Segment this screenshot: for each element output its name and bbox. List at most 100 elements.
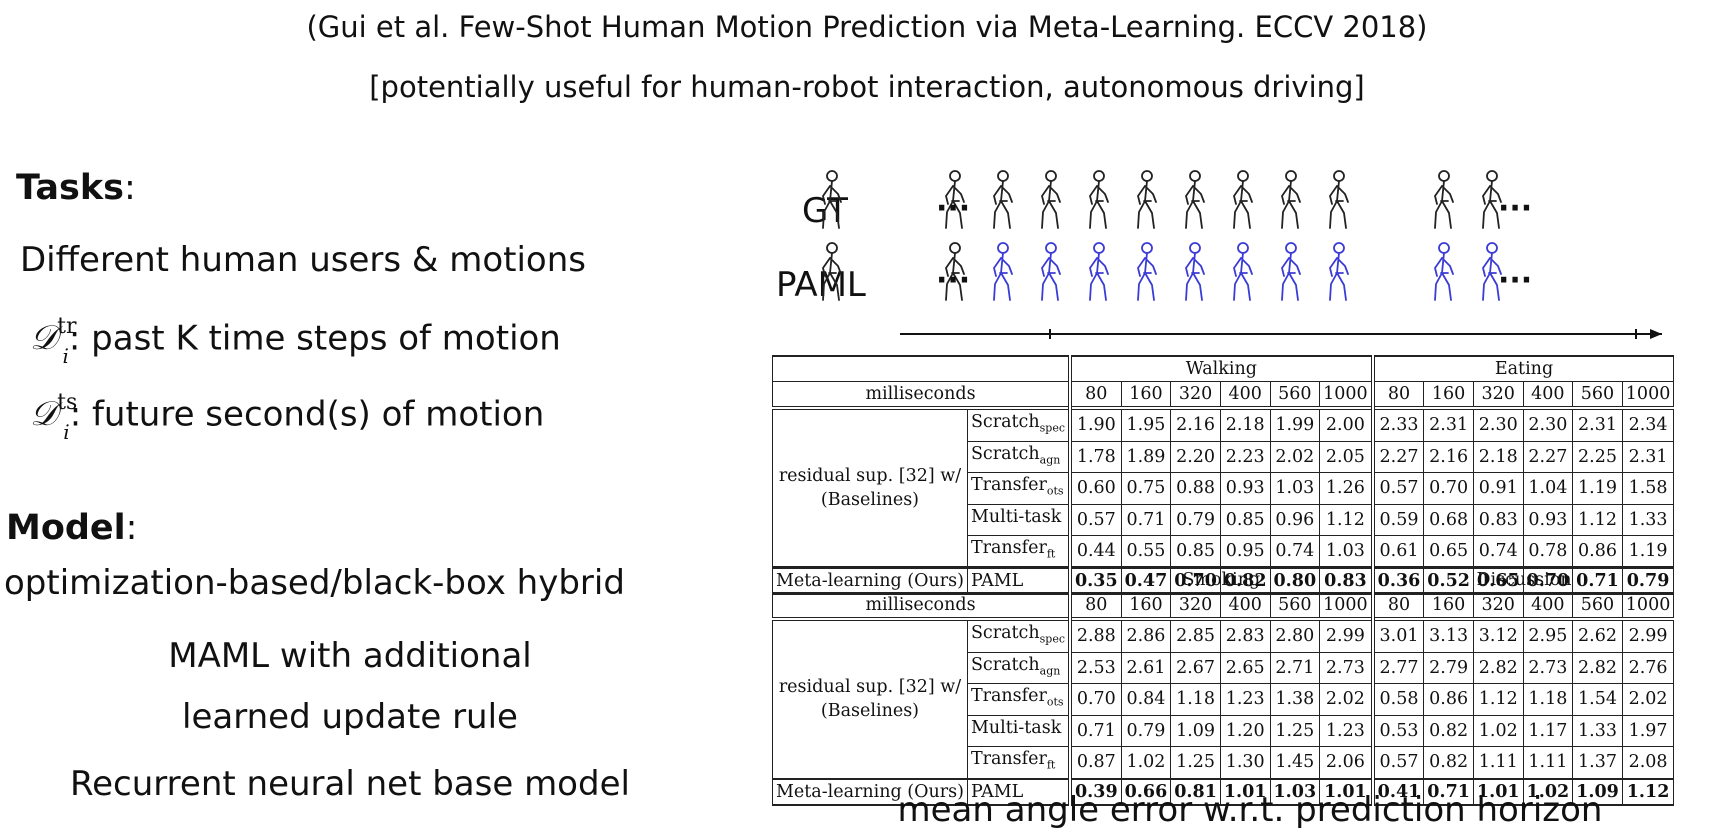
method-subscript: spec — [1039, 421, 1065, 435]
value-cell: 1.33 — [1572, 714, 1623, 747]
value-cell: 3.01 — [1372, 617, 1425, 653]
ours-value-cell: 1.02 — [1522, 777, 1574, 806]
gt-skeleton — [1329, 170, 1349, 229]
gt-skeleton — [1041, 170, 1061, 229]
value-cell: 2.00 — [1319, 406, 1375, 442]
table-horizon-row: milliseconds 80 160 320 400 560 1000 80 … — [772, 592, 1675, 620]
value-cell: 2.82 — [1472, 651, 1524, 684]
value-cell: 1.19 — [1572, 472, 1623, 505]
value-cell: 0.78 — [1522, 535, 1574, 568]
table-caption: mean angle error w.r.t. prediction horiz… — [897, 790, 1603, 830]
method-name: Transfer — [970, 686, 1047, 706]
gt-skeleton — [1434, 170, 1454, 229]
paml-skeleton — [1329, 242, 1349, 301]
value-cell: 2.31 — [1572, 406, 1623, 442]
method-name: Scratch — [970, 443, 1040, 464]
value-cell: 0.53 — [1372, 714, 1425, 747]
table-row: Transferots 0.70 0.84 1.18 1.23 1.38 2.02 0.58 0… — [773, 683, 1675, 716]
ours-value-cell: 1.01 — [1319, 777, 1375, 806]
horizon-cell: 1000 — [1319, 381, 1375, 409]
method-name: Multi-task — [970, 506, 1062, 527]
paml-ellipsis-2: ··· — [1498, 263, 1532, 298]
value-cell: 0.85 — [1219, 503, 1271, 536]
method-cell: Transferots — [966, 472, 1072, 505]
horizon-cell: 560 — [1572, 381, 1623, 409]
method-name: Transfer — [970, 538, 1047, 558]
dts-sup: ts — [57, 390, 78, 415]
dts-sub: i — [63, 420, 70, 445]
value-cell: 2.71 — [1269, 651, 1321, 684]
gt-ellipsis-2: ··· — [1498, 191, 1532, 226]
value-cell: 2.85 — [1170, 617, 1221, 653]
method-cell: Transferots — [966, 683, 1072, 716]
value-cell: 3.12 — [1472, 617, 1524, 653]
value-cell: 1.25 — [1269, 714, 1321, 747]
method-cell: Transferft — [966, 535, 1072, 568]
group-header: Walking — [1069, 355, 1375, 382]
horizon-cell: 560 — [1269, 592, 1321, 620]
value-cell: 1.54 — [1572, 683, 1623, 716]
horizon-cell: 160 — [1120, 381, 1172, 409]
model-heading-text: Model — [6, 508, 126, 548]
value-cell: 1.02 — [1472, 714, 1524, 747]
method-cell: Scratchspec — [966, 406, 1072, 442]
horizon-cell: 400 — [1522, 592, 1574, 620]
value-cell: 1.25 — [1170, 746, 1221, 779]
value-cell: 1.38 — [1269, 683, 1321, 716]
method-subscript: ots — [1046, 484, 1064, 498]
value-cell: 2.61 — [1120, 651, 1172, 684]
ours-row: Meta-learning (Ours) PAML 0.39 0.66 0.81 1.01… — [772, 777, 1675, 806]
citation: (Gui et al. Few-Shot Human Motion Predic… — [306, 10, 1428, 44]
tasks-heading: Tasks: — [16, 168, 136, 208]
value-cell: 2.25 — [1572, 440, 1623, 473]
baseline-label-line-2: (Baselines) — [820, 701, 920, 722]
method-cell: Scratchspec — [966, 617, 1072, 653]
horizon-cell: 560 — [1269, 381, 1321, 409]
value-cell: 0.85 — [1170, 535, 1221, 568]
paml-skeleton — [1281, 242, 1301, 301]
value-cell: 2.16 — [1423, 440, 1474, 473]
group-header: Eating — [1372, 355, 1675, 382]
value-cell: 2.31 — [1423, 406, 1474, 442]
table-row: Scratchagn 2.53 2.61 2.67 2.65 2.71 2.73 2.77 2.… — [773, 651, 1675, 684]
dts-symbol: 𝒟ts i — [30, 390, 77, 444]
value-cell: 1.37 — [1572, 746, 1623, 779]
value-cell: 2.05 — [1319, 440, 1375, 473]
value-cell: 2.02 — [1319, 683, 1375, 716]
gt-skeleton — [1233, 170, 1253, 229]
table-row: Transferft 0.44 0.55 0.85 0.95 0.74 1.03 0.61 0.… — [773, 535, 1675, 568]
subtitle: [potentially useful for human-robot inte… — [369, 70, 1365, 104]
paml-skeleton — [1185, 242, 1205, 301]
value-cell: 2.16 — [1170, 406, 1221, 442]
ours-value-cell: 0.41 — [1372, 777, 1425, 806]
method-subscript: agn — [1039, 664, 1061, 677]
value-cell: 2.18 — [1472, 440, 1524, 473]
value-cell: 1.19 — [1621, 535, 1675, 568]
value-cell: 2.65 — [1219, 651, 1271, 684]
value-cell: 2.79 — [1423, 651, 1474, 684]
value-cell: 1.02 — [1120, 746, 1172, 779]
value-cell: 2.73 — [1522, 651, 1574, 684]
dts-line: 𝒟ts i: future second(s) of motion — [30, 390, 544, 444]
table-row: Multi-task 0.71 0.79 1.09 1.20 1.25 1.23 0.53 0.… — [773, 714, 1675, 747]
value-cell: 0.71 — [1120, 503, 1172, 536]
dtr-sup: tr — [57, 314, 77, 339]
ours-value-cell: 1.01 — [1219, 777, 1271, 806]
ours-value-cell: 1.03 — [1269, 777, 1321, 806]
value-cell: 1.04 — [1522, 472, 1574, 505]
value-cell: 1.18 — [1170, 683, 1221, 716]
value-cell: 2.82 — [1572, 651, 1623, 684]
value-cell: 1.58 — [1621, 472, 1675, 505]
paml-skeleton — [1233, 242, 1253, 301]
value-cell: 1.90 — [1069, 406, 1122, 442]
value-cell: 1.03 — [1319, 535, 1375, 568]
value-cell: 1.12 — [1472, 683, 1524, 716]
ours-value-cell: 0.66 — [1120, 777, 1172, 806]
value-cell: 2.20 — [1170, 440, 1221, 473]
table-body: residual sup. [32] w/(Baselines) Scratchs… — [772, 617, 1675, 806]
value-cell: 0.65 — [1423, 535, 1474, 568]
method-name: Transfer — [970, 749, 1047, 769]
time-axis-arrowhead — [1650, 329, 1662, 339]
paml-skeleton — [1041, 242, 1061, 301]
tasks-heading-text: Tasks — [16, 168, 124, 208]
